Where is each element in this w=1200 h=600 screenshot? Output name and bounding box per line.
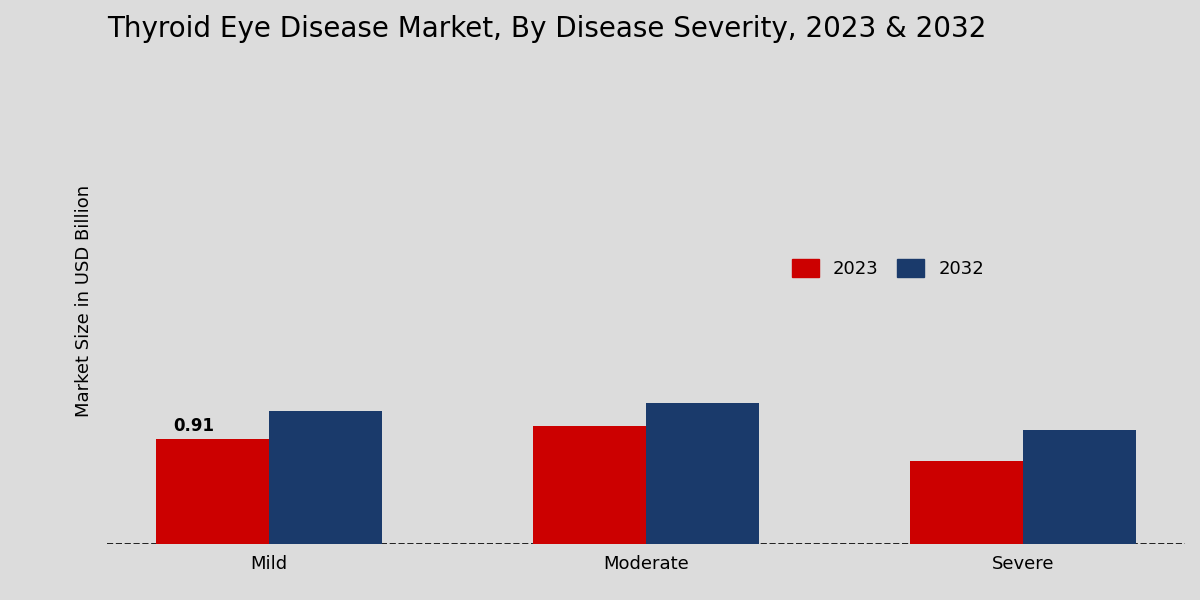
Bar — [910, 461, 1022, 544]
Legend: 2023, 2032: 2023, 2032 — [785, 251, 991, 286]
Bar — [269, 411, 382, 544]
Bar — [156, 439, 269, 544]
Text: 0.91: 0.91 — [173, 417, 214, 435]
Bar — [1022, 430, 1136, 544]
Text: Thyroid Eye Disease Market, By Disease Severity, 2023 & 2032: Thyroid Eye Disease Market, By Disease S… — [107, 15, 986, 43]
Bar — [646, 403, 760, 544]
Y-axis label: Market Size in USD Billion: Market Size in USD Billion — [74, 185, 94, 417]
Bar — [533, 426, 646, 544]
